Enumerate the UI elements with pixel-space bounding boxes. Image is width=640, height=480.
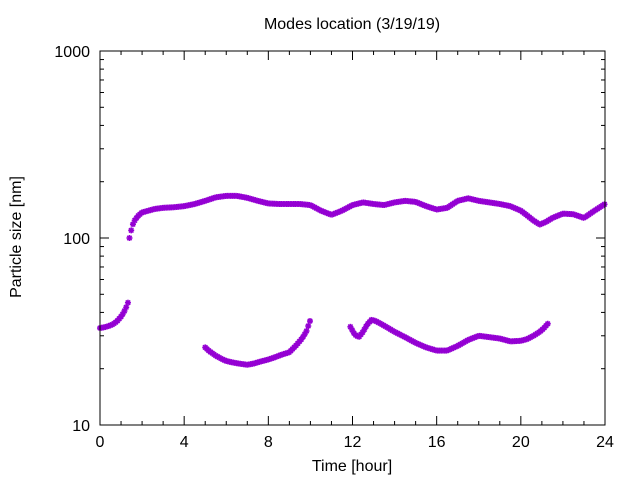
plot-marks: [97, 192, 608, 368]
data-point: [126, 235, 133, 241]
x-tick-label: 12: [344, 434, 362, 451]
data-point: [128, 227, 135, 234]
y-axis-label: Particle size [nm]: [8, 176, 25, 298]
x-tick-label: 0: [96, 434, 105, 451]
data-point: [124, 299, 131, 306]
x-tick-label: 16: [428, 434, 446, 451]
x-tick-label: 20: [512, 434, 530, 451]
data-point: [601, 201, 608, 208]
axis-ticks: 0 4 8 12 16 20 24 10 100 1000: [54, 44, 614, 451]
data-point: [305, 323, 312, 330]
data-point: [306, 318, 313, 325]
chart-title: Modes location (3/19/19): [264, 16, 440, 33]
y-tick-label: 10: [72, 418, 90, 435]
y-tick-label: 1000: [54, 44, 90, 61]
data-point: [119, 311, 126, 318]
data-point: [544, 320, 551, 327]
x-tick-label: 24: [596, 434, 614, 451]
x-tick-label: 8: [264, 434, 273, 451]
x-axis-label: Time [hour]: [312, 458, 392, 475]
y-tick-label: 100: [63, 231, 90, 248]
x-tick-label: 4: [180, 434, 189, 451]
data-point: [303, 327, 310, 334]
